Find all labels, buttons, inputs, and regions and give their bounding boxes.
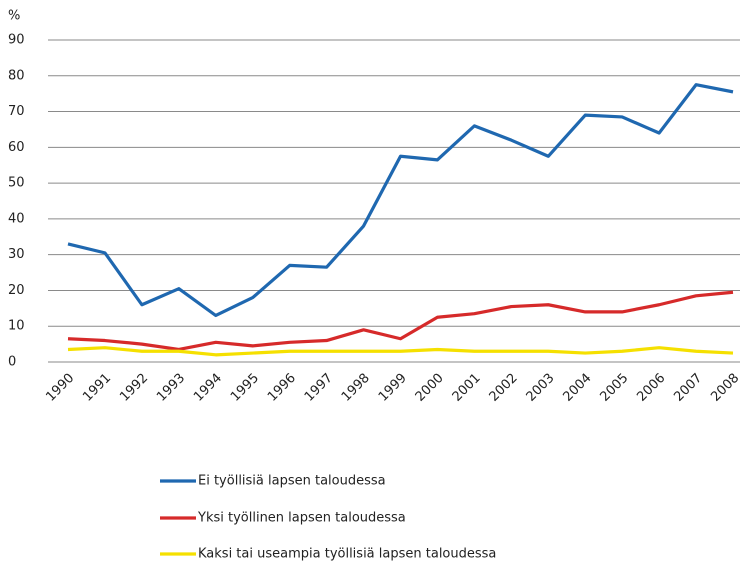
x-tick-label: 1996	[265, 371, 299, 405]
x-tick-label: 1990	[43, 371, 77, 405]
x-tick-label: 2008	[708, 371, 742, 405]
x-tick-label: 1992	[117, 371, 151, 405]
legend-label: Kaksi tai useampia työllisiä lapsen talo…	[198, 547, 496, 562]
x-tick-label: 2006	[634, 371, 668, 405]
x-tick-label: 1994	[191, 371, 225, 405]
y-tick-label: 70	[8, 104, 25, 119]
series-line	[67, 346, 734, 357]
x-tick-label: 2002	[487, 371, 521, 405]
y-tick-label: 30	[8, 247, 25, 262]
series-line	[67, 83, 734, 318]
y-tick-label: 10	[8, 319, 25, 334]
x-tick-label: 2005	[597, 371, 631, 405]
legend-label: Ei työllisiä lapsen taloudessa	[198, 474, 386, 489]
x-tick-label: 1998	[339, 371, 373, 405]
x-tick-label: 1997	[302, 371, 336, 405]
x-tick-label: 2007	[671, 371, 705, 405]
x-tick-label: 2003	[524, 371, 558, 405]
x-tick-label: 1999	[376, 371, 410, 405]
x-tick-label: 2000	[413, 371, 447, 405]
x-tick-label: 2004	[561, 371, 595, 405]
y-axis-label: %	[8, 9, 20, 24]
y-tick-label: 0	[8, 355, 16, 370]
x-tick-label: 2001	[450, 371, 484, 405]
x-tick-label: 1991	[80, 371, 114, 405]
x-tick-label: 1993	[154, 371, 188, 405]
legend-label: Yksi työllinen lapsen taloudessa	[197, 511, 406, 526]
y-tick-label: 80	[8, 68, 25, 83]
y-tick-label: 20	[8, 283, 25, 298]
y-tick-label: 50	[8, 176, 25, 191]
y-tick-label: 60	[8, 140, 25, 155]
y-tick-label: 40	[8, 211, 25, 226]
y-tick-label: 90	[8, 33, 25, 48]
x-tick-label: 1995	[228, 371, 262, 405]
series-line	[67, 290, 734, 352]
